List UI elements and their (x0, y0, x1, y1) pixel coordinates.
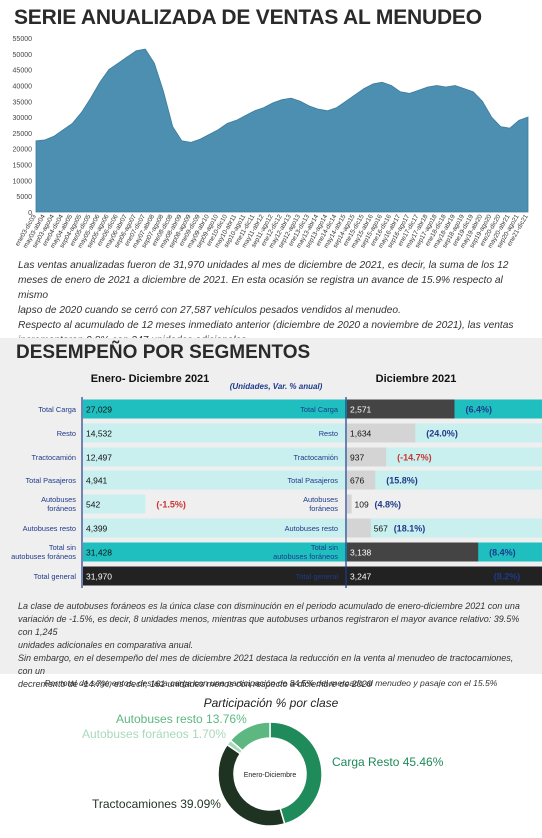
units-note: (Unidades, Var. % anual) (230, 382, 323, 391)
variation-label: (-1.5%) (156, 500, 186, 510)
area-series (35, 48, 529, 213)
y-tick-label: 35000 (13, 99, 33, 106)
annualized-sales-paragraph: Las ventas anualizadas fueron de 31,970 … (18, 258, 530, 348)
pie-slice (229, 721, 271, 752)
y-tick-label: 20000 (13, 147, 33, 154)
y-tick-label: 0 (28, 210, 32, 217)
value-label: 2,571 (350, 405, 372, 415)
category-label: autobuses foráneos (11, 552, 76, 561)
variation-label: (4.8%) (375, 500, 402, 510)
area-chart: 0 5000 10000 15000 20000 25000 30000 35000 40000… (13, 36, 530, 250)
pie-label: Tractocamiones 39.09% (92, 797, 221, 811)
value-label: 542 (86, 500, 100, 510)
value-label: 676 (350, 476, 364, 486)
value-label: 3,138 (350, 548, 372, 558)
variation-label: (15.8%) (386, 476, 418, 486)
value-label: 4,941 (86, 476, 108, 486)
value-label: 567 (374, 524, 388, 534)
category-label: Total Pasajeros (287, 476, 338, 485)
bar (347, 566, 483, 586)
category-label: foráneos (47, 504, 76, 513)
pie-center-label: Enero-Diciembre (244, 772, 297, 779)
category-label: Tractocamión (32, 453, 77, 462)
paragraph-line: Respecto al acumulado de 12 meses inmedi… (18, 320, 514, 331)
variation-label: (8.4%) (489, 548, 516, 558)
category-label: Autobuses resto (285, 524, 338, 533)
bar (347, 399, 455, 419)
category-label: Autobuses (41, 495, 76, 504)
category-label: Total sin (49, 543, 76, 552)
category-label: Resto (57, 429, 76, 438)
paragraph-line: unidades adicionales en comparativa anua… (18, 640, 194, 650)
y-tick-label: 10000 (13, 178, 33, 185)
right-panel-title: Diciembre 2021 (376, 373, 457, 385)
category-label: Total sin (311, 543, 338, 552)
bar (83, 423, 542, 443)
paragraph-line: lapso de 2020 cuando se cerró con 27,587… (18, 305, 401, 316)
category-label: Total Carga (38, 405, 77, 414)
left-panel-title: Enero- Diciembre 2021 (91, 373, 210, 385)
y-tick-label: 5000 (16, 194, 32, 201)
pie-chart: Enero-Diciembre Carga Resto 45.46% Tractoc… (82, 712, 444, 827)
paragraph-line: La clase de autobuses foráneos es la úni… (18, 601, 520, 611)
category-label: Total Carga (300, 405, 339, 414)
segments-bar-charts: Enero- Diciembre 2021 (Unidades, Var. % a… (11, 373, 542, 588)
category-label: foráneos (309, 504, 338, 513)
variation-label: (6.4%) (465, 405, 492, 415)
value-label: 3,247 (350, 572, 372, 582)
share-summary: Por total de segmentos, destaca carga co… (44, 678, 498, 688)
value-label: 14,532 (86, 429, 112, 439)
bar (347, 518, 371, 538)
paragraph-line: Las ventas anualizadas fueron de 31,970 … (18, 260, 509, 271)
paragraph-line: variación de -1.5%, es decir, 8 unidades… (18, 614, 520, 637)
y-tick-label: 45000 (13, 68, 33, 75)
value-label: 27,029 (86, 405, 112, 415)
value-label: 4,399 (86, 524, 108, 534)
bar (347, 447, 387, 467)
segments-paragraph: La clase de autobuses foráneos es la úni… (18, 600, 530, 691)
category-label: Total general (296, 572, 339, 581)
y-tick-label: 15000 (13, 163, 33, 170)
variation-label: (24.0%) (426, 429, 458, 439)
paragraph-line: decremento de -14.7%, es decir, 161 unid… (18, 679, 372, 689)
y-tick-label: 50000 (13, 52, 33, 59)
value-label: 12,497 (86, 453, 112, 463)
variation-label: (-14.7%) (397, 453, 432, 463)
pie-label: Carga Resto 45.46% (332, 755, 444, 769)
bar (347, 470, 376, 490)
value-label: 31,428 (86, 548, 112, 558)
bar (347, 494, 352, 514)
value-label: 109 (355, 500, 369, 510)
y-tick-label: 55000 (13, 36, 33, 43)
paragraph-line: meses de enero de 2021 a diciembre de 20… (18, 275, 503, 301)
bar (83, 518, 542, 538)
pie-slice (217, 743, 286, 827)
category-label: Tractocamión (294, 453, 339, 462)
variation-label: (18.1%) (394, 524, 426, 534)
bar (347, 542, 479, 562)
bar (83, 470, 542, 490)
value-label: 31,970 (86, 572, 112, 582)
variation-label: (8.2%) (494, 572, 521, 582)
category-label: autobuses foráneos (273, 552, 338, 561)
bar (83, 494, 146, 514)
bar (83, 447, 542, 467)
category-label: Resto (319, 429, 338, 438)
value-label: 937 (350, 453, 364, 463)
pie-title: Participación % por clase (203, 696, 339, 710)
segments-title: DESEMPEÑO POR SEGMENTOS (16, 342, 311, 363)
y-tick-label: 40000 (13, 83, 33, 90)
pie-label: Autobuses resto 13.76% (116, 712, 247, 726)
bar (347, 423, 416, 443)
value-label: 1,634 (350, 429, 372, 439)
category-label: Autobuses resto (23, 524, 76, 533)
category-label: Total general (34, 572, 77, 581)
page-title: SERIE ANUALIZADA DE VENTAS AL MENUDEO (14, 6, 482, 29)
category-label: Autobuses (303, 495, 338, 504)
category-label: Total Pasajeros (25, 476, 76, 485)
y-tick-label: 30000 (13, 115, 33, 122)
y-tick-label: 25000 (13, 131, 33, 138)
paragraph-line: Sin embargo, en el desempeño del mes de … (18, 653, 514, 676)
pie-label: Autobuses foráneos 1.70% (82, 727, 226, 741)
